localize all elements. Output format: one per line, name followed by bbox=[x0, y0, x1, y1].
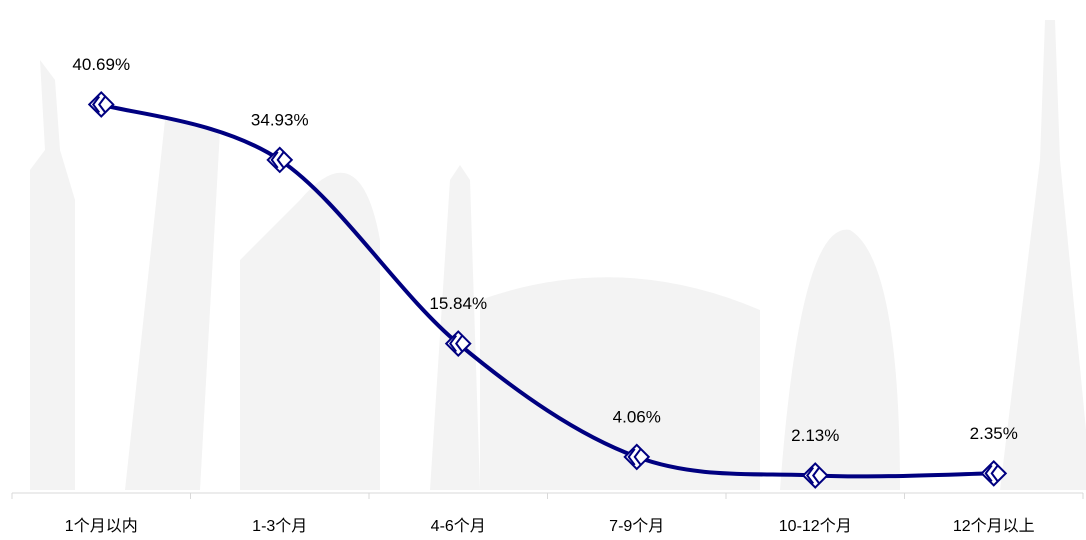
x-tick-label: 4-6个月 bbox=[431, 517, 486, 535]
point-marker bbox=[266, 146, 294, 174]
x-tick-label: 10-12个月 bbox=[779, 517, 852, 535]
point-marker bbox=[623, 443, 651, 471]
marker-shape bbox=[980, 459, 1008, 487]
marker-shape bbox=[266, 146, 294, 174]
point-marker bbox=[801, 462, 829, 489]
x-tick-label: 7-9个月 bbox=[609, 517, 664, 535]
data-label: 34.93% bbox=[251, 110, 309, 129]
data-label: 2.13% bbox=[791, 426, 839, 445]
line-series bbox=[100, 102, 994, 479]
x-tick-label: 12个月以上 bbox=[953, 517, 1035, 535]
point-marker bbox=[87, 91, 115, 118]
x-tick-label: 1-3个月 bbox=[252, 517, 307, 535]
marker-shape bbox=[444, 330, 472, 357]
marker-chevron bbox=[627, 448, 642, 466]
marker-shape bbox=[623, 443, 651, 471]
marker-shape bbox=[801, 462, 829, 489]
point-marker bbox=[444, 330, 472, 357]
data-label: 4.06% bbox=[613, 407, 661, 426]
data-label: 2.35% bbox=[970, 424, 1018, 443]
marker-chevron bbox=[806, 466, 821, 485]
data-label: 15.84% bbox=[429, 294, 487, 313]
marker-chevron bbox=[449, 334, 464, 353]
point-marker bbox=[980, 459, 1008, 487]
marker-shape bbox=[87, 91, 115, 118]
background-silhouettes bbox=[30, 20, 1086, 490]
marker-chevron bbox=[270, 151, 285, 169]
data-label: 40.69% bbox=[72, 55, 130, 74]
x-tick-label: 1个月以内 bbox=[65, 517, 138, 535]
marker-chevron bbox=[984, 464, 999, 482]
marker-chevron bbox=[92, 95, 107, 114]
